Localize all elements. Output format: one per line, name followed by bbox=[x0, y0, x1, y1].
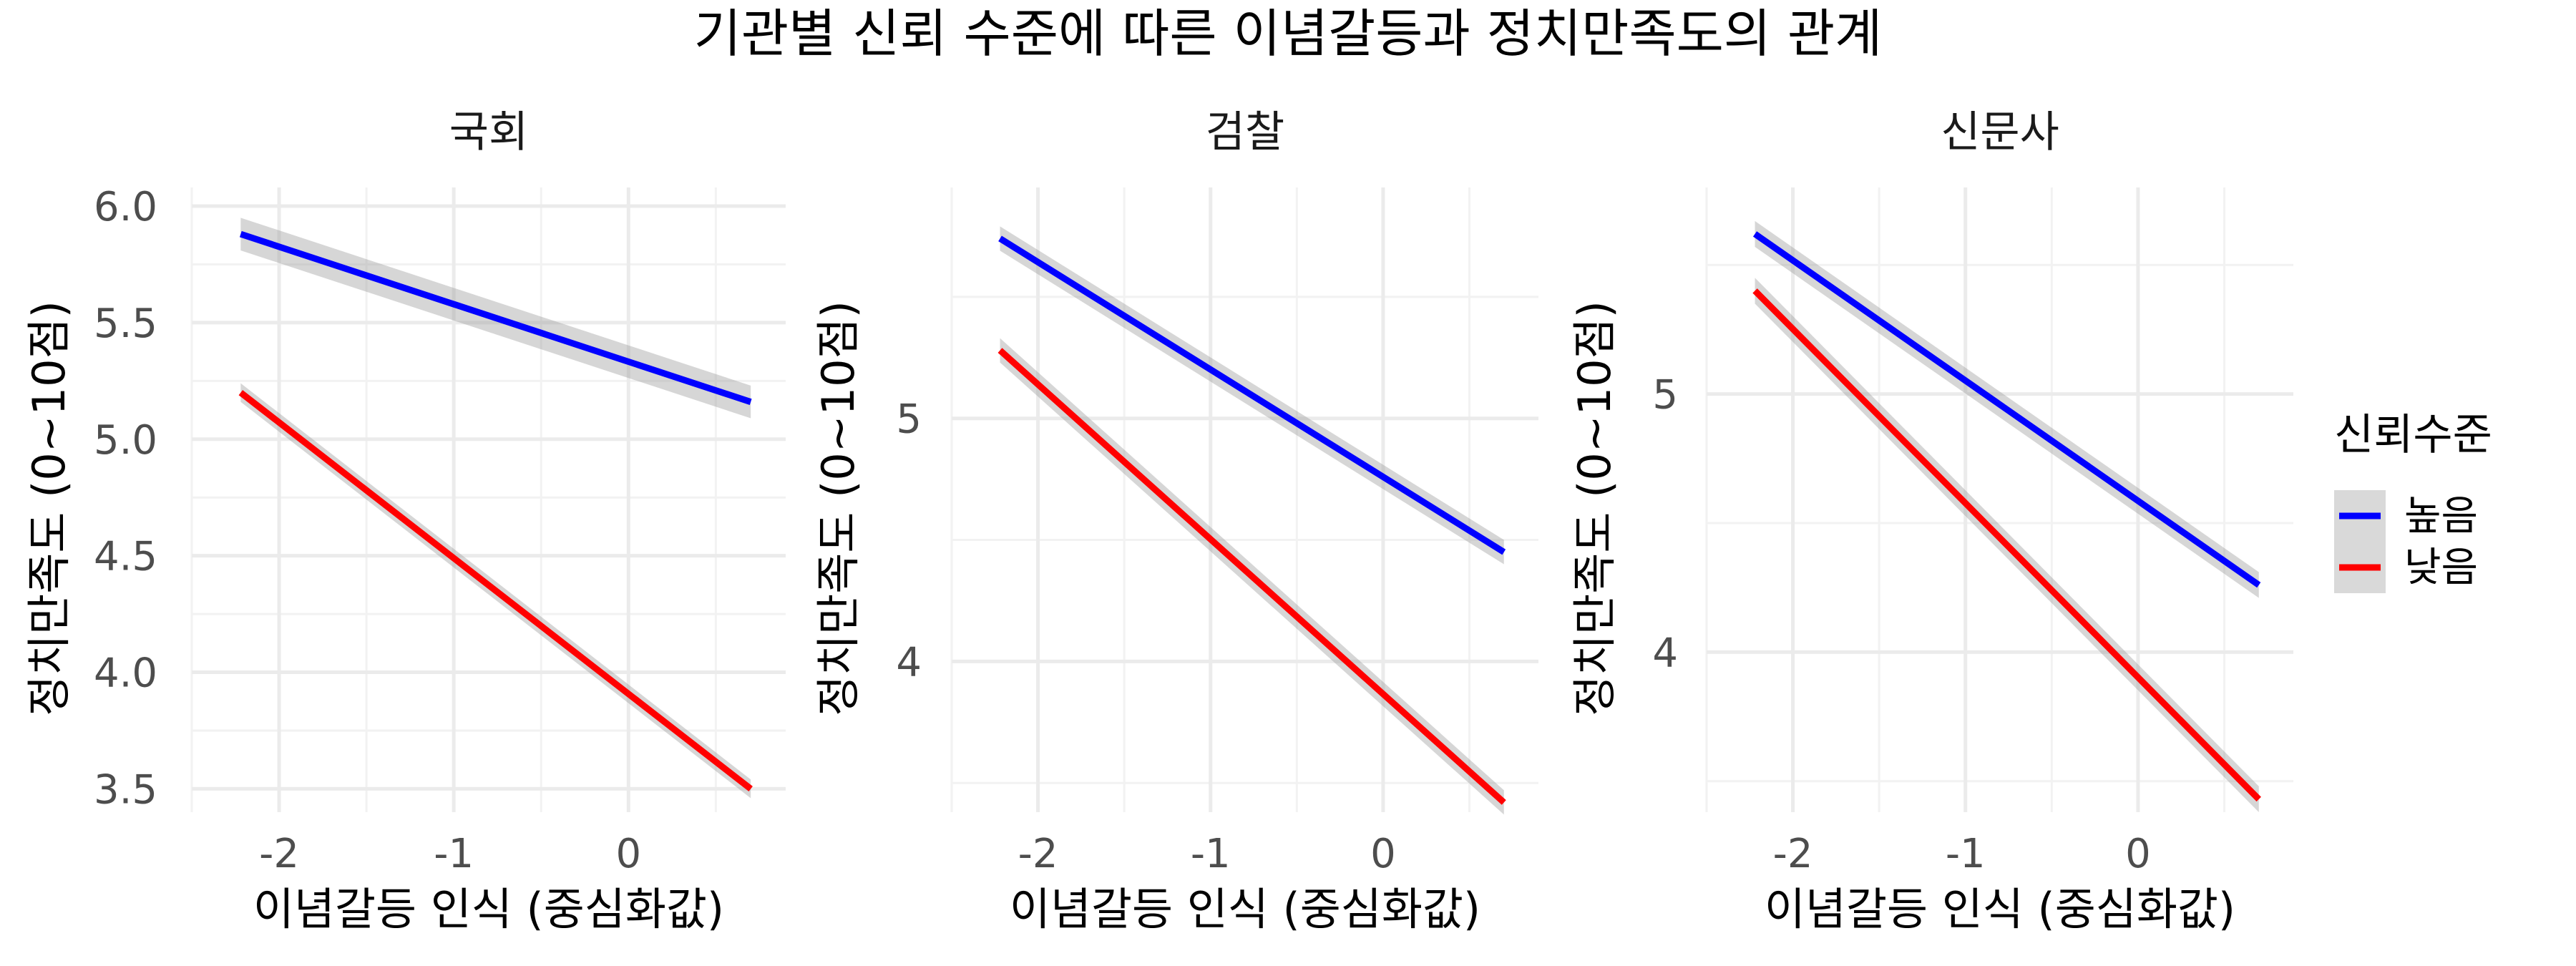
x-tick-label: 0 bbox=[1370, 831, 1396, 877]
series-line-high bbox=[239, 230, 752, 405]
series-line-high bbox=[998, 235, 1506, 555]
y-axis-title: 정치만족도 (0~10점) bbox=[812, 301, 864, 716]
series-line-low bbox=[238, 390, 753, 791]
x-tick-label: -1 bbox=[1191, 831, 1231, 877]
x-tick-label: -2 bbox=[1018, 831, 1058, 877]
x-tick-label: -1 bbox=[434, 831, 474, 877]
legend-title: 신뢰수준 bbox=[2334, 410, 2492, 460]
series-line-high bbox=[1752, 231, 2261, 588]
x-axis-title: 이념갈등 인식 (중심화값) bbox=[1010, 883, 1480, 935]
y-tick-label: 6.0 bbox=[94, 184, 157, 230]
facet-strip-label: 국회 bbox=[449, 107, 528, 157]
y-tick-label: 3.5 bbox=[94, 766, 157, 813]
y-tick-label: 4.5 bbox=[94, 534, 157, 580]
x-axis-title: 이념갈등 인식 (중심화값) bbox=[253, 883, 724, 935]
facet-strip-label: 검찰 bbox=[1206, 107, 1284, 157]
legend-entry-label: 낮음 bbox=[2404, 545, 2478, 591]
x-tick-label: -1 bbox=[1946, 831, 1986, 877]
x-tick-label: 0 bbox=[2125, 831, 2151, 877]
series-line-low bbox=[997, 348, 1506, 805]
y-tick-label: 4 bbox=[1652, 630, 1678, 676]
x-axis-title: 이념갈등 인식 (중심화값) bbox=[1765, 883, 2235, 935]
x-tick-label: 0 bbox=[615, 831, 641, 877]
y-axis-title: 정치만족도 (0~10점) bbox=[1568, 301, 1621, 716]
x-tick-label: -2 bbox=[259, 831, 299, 877]
y-tick-label: 5.0 bbox=[94, 417, 157, 464]
legend-entry-label: 높음 bbox=[2404, 493, 2478, 540]
y-tick-label: 5 bbox=[896, 396, 922, 443]
y-tick-label: 5 bbox=[1652, 372, 1678, 419]
x-tick-label: -2 bbox=[1773, 831, 1813, 877]
chart-title: 기관별 신뢰 수준에 따른 이념갈등과 정치만족도의 관계 bbox=[694, 4, 1883, 64]
y-tick-label: 4 bbox=[896, 639, 922, 686]
y-tick-label: 4.0 bbox=[94, 650, 157, 697]
y-axis-title: 정치만족도 (0~10점) bbox=[23, 301, 75, 716]
series-line-low bbox=[1752, 288, 2261, 802]
facet-strip-label: 신문사 bbox=[1941, 107, 2059, 157]
y-tick-label: 5.5 bbox=[94, 301, 157, 347]
